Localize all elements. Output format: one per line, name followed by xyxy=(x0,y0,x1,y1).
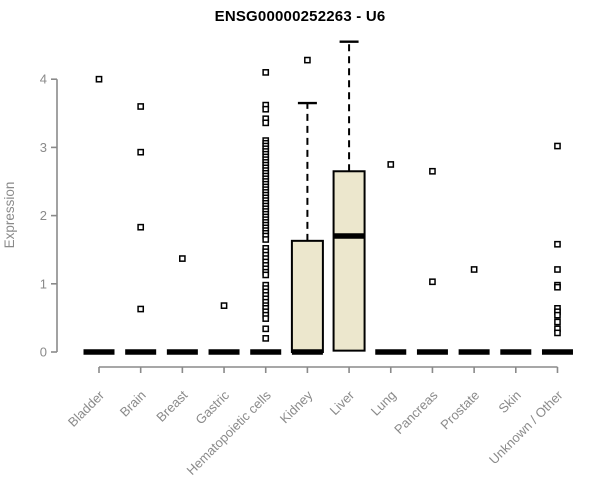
box-body xyxy=(290,239,324,353)
outlier-point xyxy=(554,266,561,273)
box-body xyxy=(332,170,366,352)
outlier-point xyxy=(137,103,145,110)
outlier-point xyxy=(95,75,103,83)
outlier-point xyxy=(554,318,561,326)
outlier-point xyxy=(262,236,270,243)
outlier-point xyxy=(262,105,270,113)
x-tick-label: Unknown / Other xyxy=(486,387,566,467)
y-axis-title: Expression xyxy=(2,182,17,249)
outlier-point xyxy=(262,69,270,76)
x-tick-label: Gastric xyxy=(192,387,232,427)
x-tick-label: Pancreas xyxy=(391,387,441,437)
x-tick-label: Brain xyxy=(117,388,149,420)
x-tick-label: Breast xyxy=(153,387,190,424)
outlier-point xyxy=(179,255,186,262)
y-tick-label: 1 xyxy=(40,276,47,291)
x-tick-label: Prostate xyxy=(437,388,482,433)
outlier-point xyxy=(262,271,270,279)
y-tick-label: 2 xyxy=(40,208,47,223)
outlier-point xyxy=(262,335,270,342)
outlier-point xyxy=(429,167,436,175)
outlier-point xyxy=(554,283,561,291)
x-tick-label: Kidney xyxy=(277,387,316,426)
y-tick-label: 4 xyxy=(40,72,47,87)
outlier-point xyxy=(262,119,270,127)
outlier-point xyxy=(304,56,311,64)
chart-title: ENSG00000252263 - U6 xyxy=(214,8,386,25)
outlier-point xyxy=(262,325,270,333)
outlier-point xyxy=(137,223,145,231)
outlier-point xyxy=(137,305,145,313)
outlier-point xyxy=(262,315,270,322)
outlier-point xyxy=(137,148,145,156)
outlier-point xyxy=(470,266,478,273)
outlier-point xyxy=(554,329,561,337)
y-tick-label: 0 xyxy=(40,345,47,360)
x-tick-label: Lung xyxy=(368,388,399,419)
outlier-point xyxy=(554,240,561,248)
outlier-point xyxy=(220,302,228,309)
x-tick-label: Bladder xyxy=(65,387,108,430)
y-tick-label: 3 xyxy=(40,140,47,155)
x-tick-label: Skin xyxy=(495,388,523,416)
outlier-point xyxy=(429,278,436,286)
x-tick-label: Liver xyxy=(327,387,358,418)
outlier-point xyxy=(387,161,395,168)
outlier-point xyxy=(554,311,561,319)
outlier-point xyxy=(554,142,561,150)
